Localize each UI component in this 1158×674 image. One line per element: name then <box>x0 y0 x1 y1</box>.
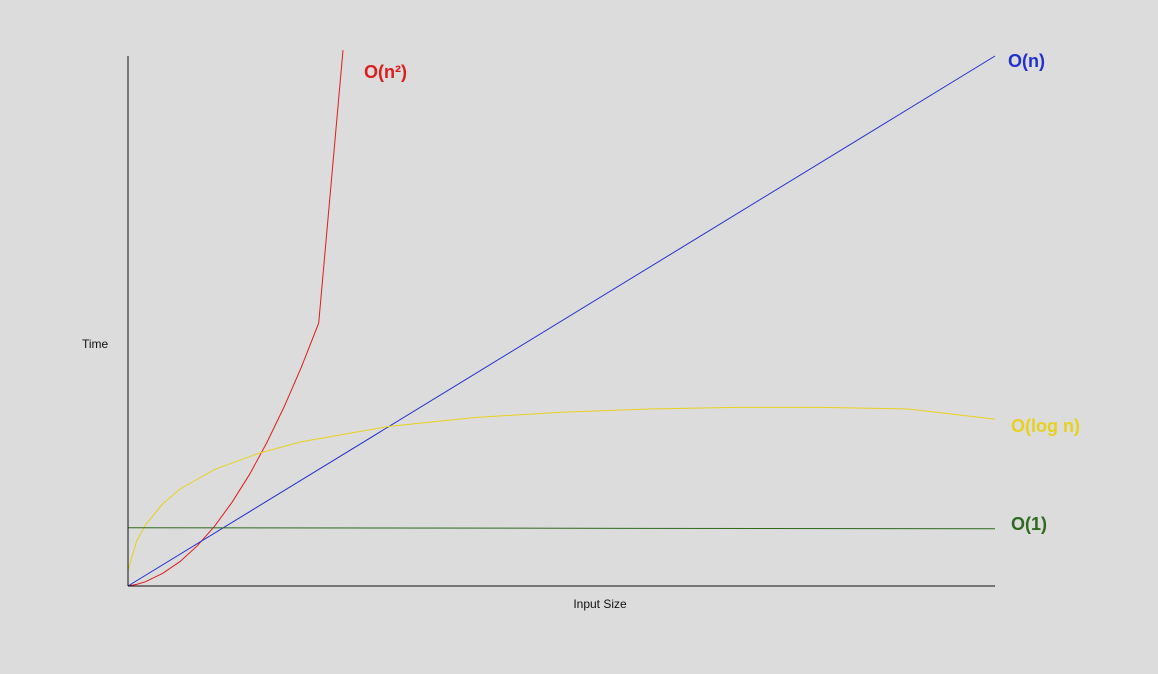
series-label-o-n: O(n) <box>1008 51 1045 71</box>
y-axis-label: Time <box>82 337 109 351</box>
x-axis-label: Input Size <box>573 597 627 611</box>
series-line-o-log-n <box>127 406 996 571</box>
series-line-o-1 <box>127 527 996 530</box>
series-label-o-1: O(1) <box>1011 514 1047 534</box>
plot-area: O(n²) O(n) O(log n) O(1) <box>127 50 1080 587</box>
series-label-o-n: O(n²) <box>364 62 407 82</box>
series-line-o-n <box>127 55 996 587</box>
series-line-o-n <box>127 50 344 587</box>
series-label-o-log-n: O(log n) <box>1011 416 1080 436</box>
